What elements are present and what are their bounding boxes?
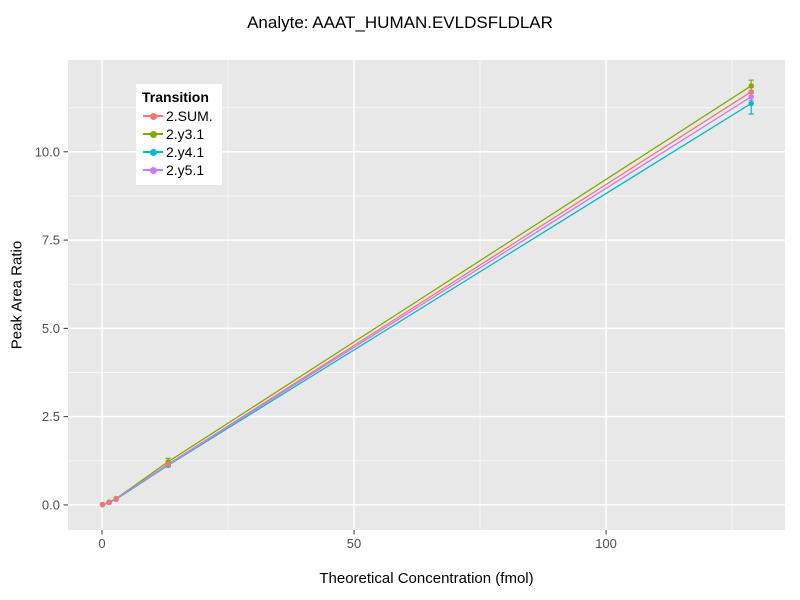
major-gridlines [68, 60, 785, 530]
svg-text:0: 0 [98, 536, 105, 551]
legend-item-label: 2.y5.1 [166, 162, 205, 178]
svg-text:10.0: 10.0 [35, 144, 60, 159]
legend-item-label: 2.y3.1 [166, 126, 205, 142]
svg-text:100: 100 [595, 536, 617, 551]
y-axis-title: Peak Area Ratio [8, 240, 26, 350]
svg-text:50: 50 [347, 536, 361, 551]
svg-text:5.0: 5.0 [42, 321, 60, 336]
series-points-2.SUM. [99, 89, 754, 508]
x-axis-title: Theoretical Concentration (fmol) [319, 570, 534, 587]
legend-item-label: 2.SUM. [166, 108, 213, 124]
legend-key-icon [142, 127, 164, 141]
x-tick-labels: 0 50 100 [98, 536, 617, 551]
legend-item: 2.y4.1 [142, 143, 213, 161]
y-tick-labels: 0.0 2.5 5.0 7.5 10.0 [35, 144, 60, 512]
svg-text:0.0: 0.0 [42, 497, 60, 512]
legend-key-icon [142, 145, 164, 159]
legend-title: Transition [142, 89, 209, 105]
legend-items: 2.SUM. 2.y3.1 2.y4.1 2.y5.1 [142, 107, 213, 179]
axis-ticks [63, 151, 607, 535]
chart-title: Analyte: AAAT_HUMAN.EVLDSFLDLAR [247, 13, 553, 32]
legend-item: 2.SUM. [142, 107, 213, 125]
legend-item-label: 2.y4.1 [166, 144, 205, 160]
svg-text:7.5: 7.5 [42, 233, 60, 248]
legend-key-icon [142, 163, 164, 177]
legend-item: 2.y3.1 [142, 125, 213, 143]
legend-item: 2.y5.1 [142, 161, 213, 179]
legend: Transition 2.SUM. 2.y3.1 2.y4.1 2.y5.1 [136, 84, 222, 185]
minor-gridlines [68, 60, 785, 530]
svg-text:2.5: 2.5 [42, 409, 60, 424]
legend-key-icon [142, 109, 164, 123]
